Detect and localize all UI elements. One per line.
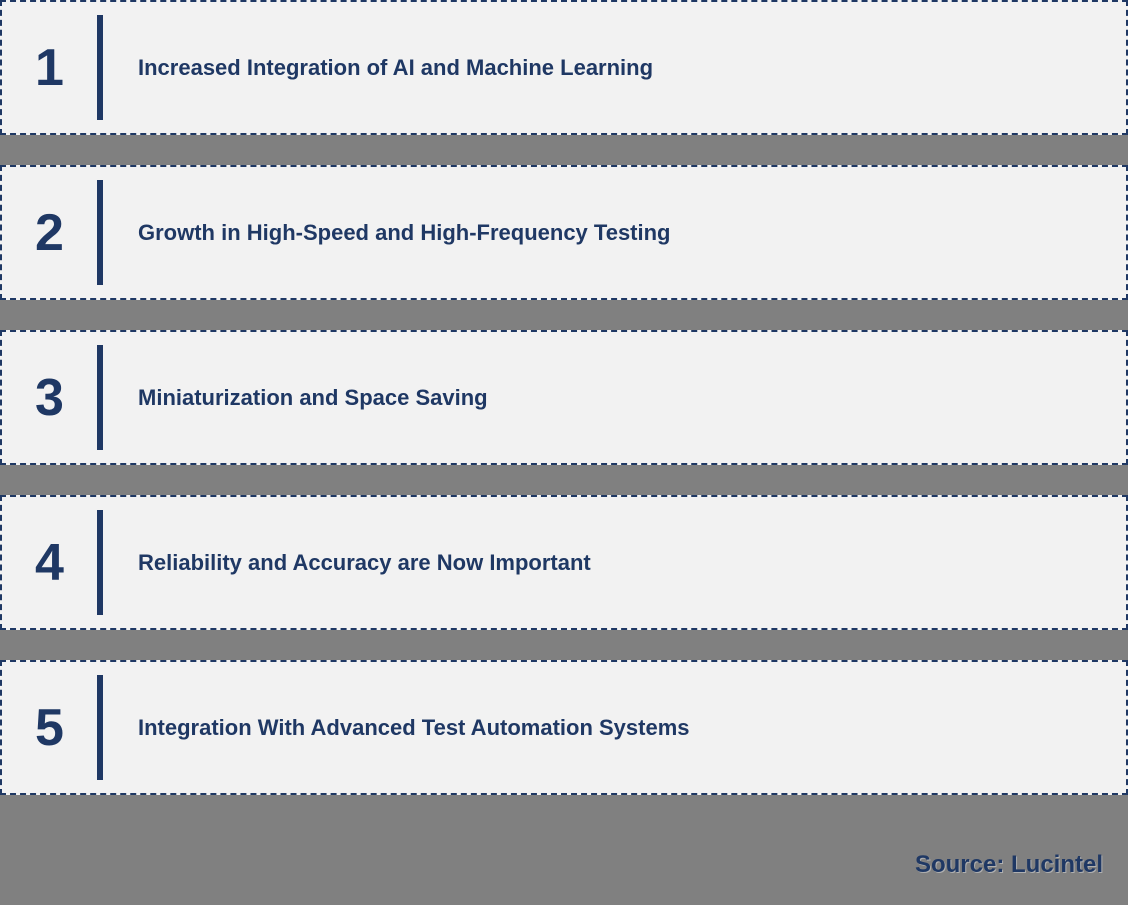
list-item-wrapper: 1 Increased Integration of AI and Machin… — [0, 0, 1128, 165]
footer: Source: Lucintel — [0, 825, 1128, 905]
list-item: 5 Integration With Advanced Test Automat… — [0, 660, 1128, 795]
item-label: Reliability and Accuracy are Now Importa… — [103, 550, 591, 576]
item-label: Increased Integration of AI and Machine … — [103, 55, 653, 81]
list-item-wrapper: 2 Growth in High-Speed and High-Frequenc… — [0, 165, 1128, 330]
list-item: 3 Miniaturization and Space Saving — [0, 330, 1128, 465]
list-item-wrapper: 4 Reliability and Accuracy are Now Impor… — [0, 495, 1128, 660]
item-number: 1 — [2, 38, 97, 98]
list-item: 4 Reliability and Accuracy are Now Impor… — [0, 495, 1128, 630]
item-number: 2 — [2, 203, 97, 263]
source-label: Source: Lucintel — [915, 851, 1103, 879]
item-label: Integration With Advanced Test Automatio… — [103, 715, 690, 741]
list-item-wrapper: 5 Integration With Advanced Test Automat… — [0, 660, 1128, 825]
list-item-wrapper: 3 Miniaturization and Space Saving — [0, 330, 1128, 495]
item-label: Miniaturization and Space Saving — [103, 385, 488, 411]
item-label: Growth in High-Speed and High-Frequency … — [103, 220, 671, 246]
list-item: 2 Growth in High-Speed and High-Frequenc… — [0, 165, 1128, 300]
item-number: 5 — [2, 698, 97, 758]
list-container: 1 Increased Integration of AI and Machin… — [0, 0, 1128, 905]
item-number: 4 — [2, 533, 97, 593]
list-item: 1 Increased Integration of AI and Machin… — [0, 0, 1128, 135]
item-number: 3 — [2, 368, 97, 428]
